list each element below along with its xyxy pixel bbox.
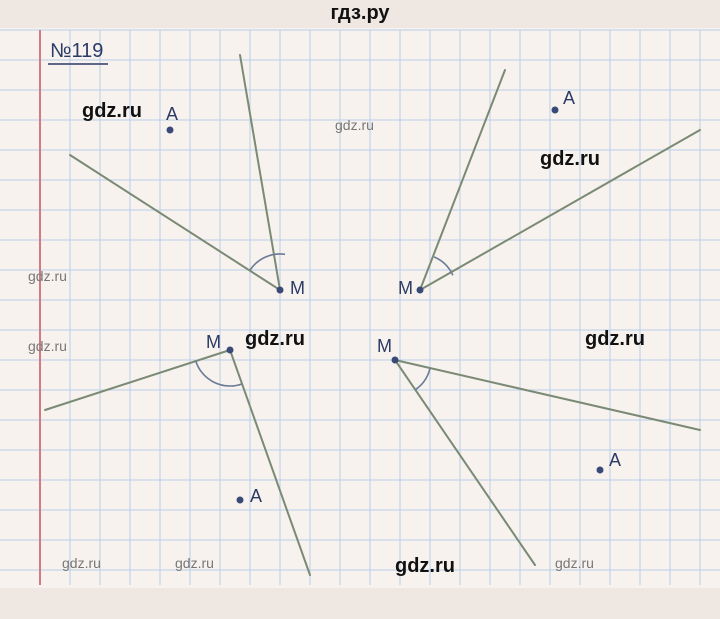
header-watermark: гдз.ру bbox=[0, 2, 720, 25]
angle-1-vertex-label: M bbox=[398, 278, 413, 299]
angle-3-point-a-dot bbox=[597, 467, 604, 474]
watermark-7: gdz.ru bbox=[62, 555, 101, 571]
drawing-surface bbox=[0, 0, 720, 619]
watermark-4: gdz.ru bbox=[245, 328, 305, 351]
angle-2-point-a-dot bbox=[237, 497, 244, 504]
watermark-2: gdz.ru bbox=[540, 148, 600, 171]
angle-0-vertex-label: M bbox=[290, 278, 305, 299]
angle-3-vertex-label: M bbox=[377, 336, 392, 357]
angle-0-point-a-dot bbox=[167, 127, 174, 134]
angle-2-vertex-label: M bbox=[206, 332, 221, 353]
page-stage: гдз.ру gdz.ru gdz.ru gdz.ru gdz.ru gdz.ru gdz… bbox=[0, 0, 720, 619]
problem-number: №119 bbox=[50, 40, 103, 63]
watermark-5: gdz.ru bbox=[585, 328, 645, 351]
watermark-1: gdz.ru bbox=[335, 117, 374, 133]
angle-1-point-a-dot bbox=[552, 107, 559, 114]
angle-1-vertex-dot bbox=[417, 287, 424, 294]
watermark-0: gdz.ru bbox=[82, 100, 142, 123]
angle-1-point-a-label: A bbox=[563, 88, 575, 109]
angle-3-point-a-label: A bbox=[609, 450, 621, 471]
watermark-9: gdz.ru bbox=[395, 555, 455, 578]
angle-2-point-a-label: A bbox=[250, 486, 262, 507]
watermark-3: gdz.ru bbox=[28, 268, 67, 284]
watermark-6: gdz.ru bbox=[28, 338, 67, 354]
angle-3-vertex-dot bbox=[392, 357, 399, 364]
watermark-10: gdz.ru bbox=[555, 555, 594, 571]
angle-2-vertex-dot bbox=[227, 347, 234, 354]
angle-0-vertex-dot bbox=[277, 287, 284, 294]
angle-0-point-a-label: A bbox=[166, 104, 178, 125]
watermark-8: gdz.ru bbox=[175, 555, 214, 571]
